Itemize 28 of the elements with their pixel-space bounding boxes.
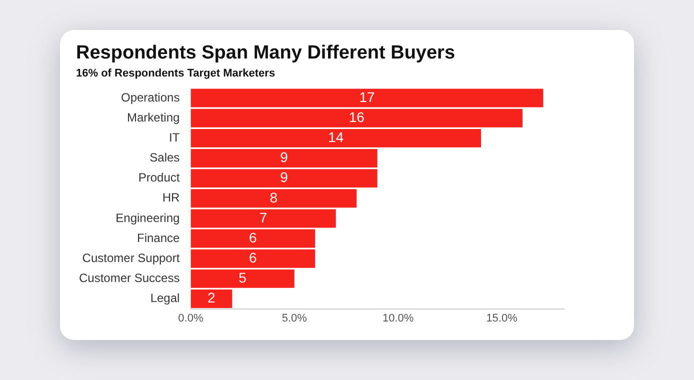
y-tick-label: Legal [150,291,180,306]
data-label: 2 [208,290,216,306]
y-tick-label: Customer Support [82,250,180,265]
data-label: 5 [238,270,247,286]
y-tick-label: Marketing [127,110,180,124]
chart-title: Respondents Span Many Different Buyers [76,42,456,64]
x-tick-label: 10.0% [382,312,414,324]
data-label: 6 [249,249,258,266]
x-tick-label: 15.0% [486,312,518,324]
data-label: 6 [249,229,258,246]
y-tick-label: Engineering [116,210,180,225]
data-label: 8 [270,189,278,206]
y-tick-label: Product [138,170,180,185]
chart-subtitle: 16% of Respondents Target Marketers [76,67,276,80]
y-tick-label: Operations [120,90,180,104]
y-tick-label: Finance [136,230,180,245]
y-tick-label: IT [169,130,180,144]
data-label: 9 [280,169,288,186]
y-tick-label: HR [162,190,180,205]
x-tick-label: 5.0% [282,312,308,324]
y-tick-label: Customer Success [78,271,180,286]
data-label: 14 [328,129,344,146]
data-label: 7 [259,209,268,226]
x-tick-label: 0.0% [178,312,204,324]
data-label: 17 [359,88,375,105]
data-label: 16 [348,108,365,125]
y-tick-label: Sales [150,150,180,165]
data-label: 9 [280,149,288,166]
